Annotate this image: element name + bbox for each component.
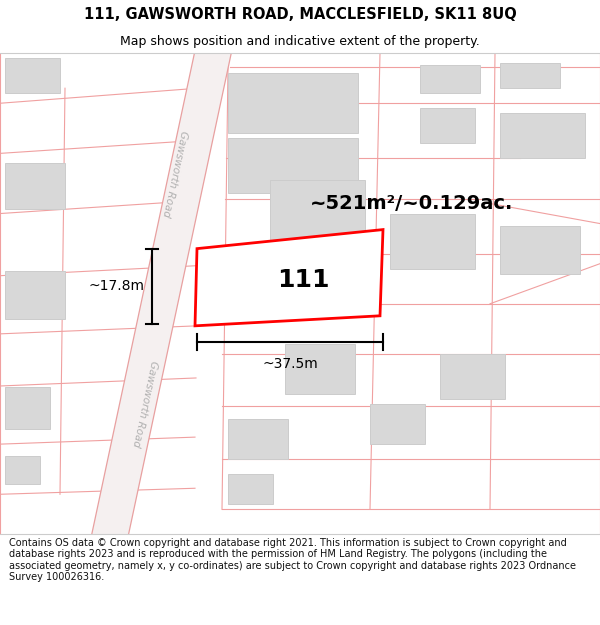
Bar [270, 181, 365, 256]
Bar [5, 456, 40, 484]
Text: ~37.5m: ~37.5m [262, 357, 318, 371]
Bar [228, 419, 288, 459]
Bar [228, 73, 358, 133]
Text: 111: 111 [277, 268, 330, 292]
Text: 111, GAWSWORTH ROAD, MACCLESFIELD, SK11 8UQ: 111, GAWSWORTH ROAD, MACCLESFIELD, SK11 … [83, 8, 517, 22]
Bar [370, 404, 425, 444]
Text: ~17.8m: ~17.8m [88, 279, 144, 293]
Bar [420, 65, 480, 93]
Bar [500, 226, 580, 274]
Bar [285, 344, 355, 394]
Bar [228, 138, 358, 194]
Bar [5, 163, 65, 209]
Text: Map shows position and indicative extent of the property.: Map shows position and indicative extent… [120, 35, 480, 48]
Bar [500, 63, 560, 88]
Bar [5, 271, 65, 319]
Bar [440, 354, 505, 399]
Polygon shape [91, 39, 233, 548]
Bar [5, 387, 50, 429]
Bar [420, 108, 475, 143]
Text: ~521m²/~0.129ac.: ~521m²/~0.129ac. [310, 194, 514, 213]
Text: Gawsworth Road: Gawsworth Road [161, 129, 189, 218]
Bar [5, 58, 60, 93]
Bar [228, 474, 273, 504]
Bar [390, 214, 475, 269]
Bar [500, 113, 585, 158]
Text: Gawsworth Road: Gawsworth Road [131, 360, 159, 448]
Polygon shape [195, 229, 383, 326]
Text: Contains OS data © Crown copyright and database right 2021. This information is : Contains OS data © Crown copyright and d… [9, 538, 576, 582]
